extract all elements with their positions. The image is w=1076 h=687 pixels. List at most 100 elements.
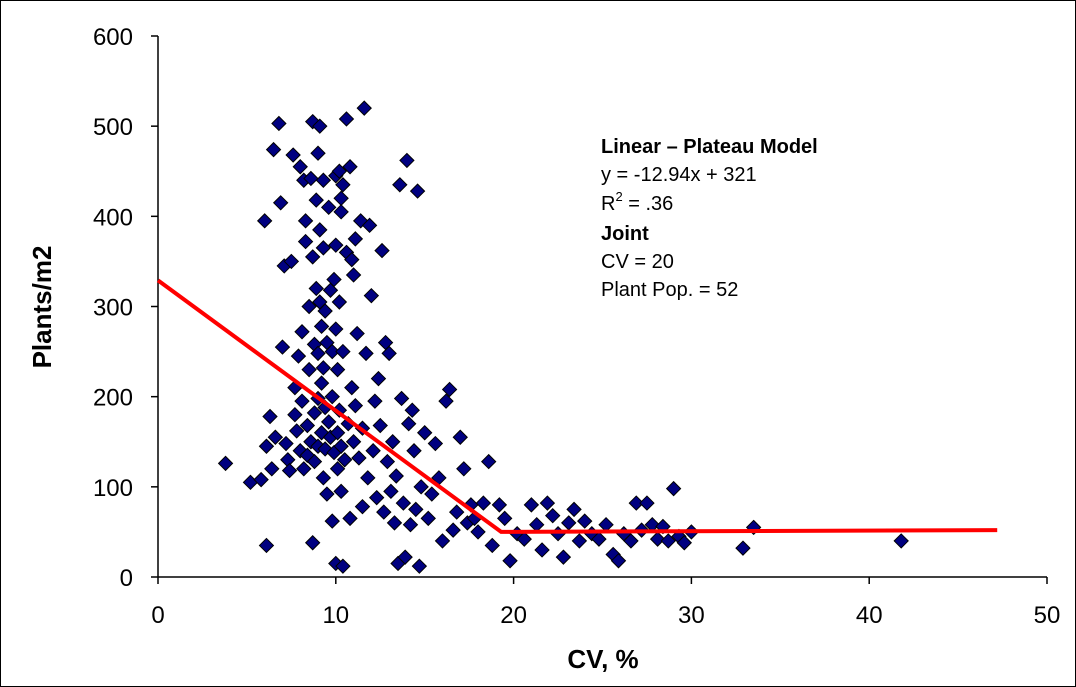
x-tick-label-5: 50: [1034, 602, 1061, 629]
data-point-81: [331, 294, 348, 310]
data-point-11: [272, 195, 289, 211]
data-point-130: [397, 549, 413, 565]
data-point-4: [258, 438, 275, 454]
data-point-167: [539, 495, 556, 511]
data-point-53: [313, 375, 330, 391]
y-tick-label-1: 100: [93, 475, 133, 502]
data-point-159: [491, 497, 508, 513]
data-point-59: [317, 303, 333, 319]
data-point-45: [310, 145, 326, 161]
data-point-14: [278, 435, 294, 452]
data-point-179: [610, 553, 627, 569]
data-point-58: [315, 470, 332, 486]
data-point-38: [304, 249, 321, 265]
data-point-164: [523, 497, 540, 513]
data-point-63: [319, 486, 335, 502]
data-point-0: [217, 455, 234, 472]
x-tick-label-1: 10: [322, 602, 349, 629]
y-tick-label-0: 0: [120, 565, 133, 592]
data-point-84: [333, 204, 349, 220]
data-point-41: [306, 405, 323, 421]
data-point-39: [304, 535, 321, 551]
x-tick-label-0: 0: [151, 602, 164, 629]
data-point-141: [420, 510, 436, 527]
data-point-20: [287, 406, 303, 423]
data-point-26: [294, 324, 310, 340]
data-point-109: [360, 470, 376, 486]
data-point-134: [404, 402, 420, 418]
data-point-171: [561, 515, 577, 531]
y-tick-label-4: 400: [93, 204, 133, 231]
data-point-70: [324, 513, 340, 529]
data-point-128: [393, 390, 410, 407]
data-point-117: [374, 242, 390, 259]
data-point-133: [402, 516, 419, 533]
linear-plateau-fit-line: [156, 278, 998, 534]
data-point-173: [571, 533, 588, 549]
data-point-151: [456, 461, 472, 477]
data-point-147: [441, 381, 458, 398]
data-point-166: [534, 542, 550, 558]
data-point-43: [308, 280, 324, 297]
data-point-131: [399, 152, 415, 169]
data-point-123: [384, 434, 401, 450]
data-point-155: [470, 524, 486, 540]
y-tick-label-6: 600: [93, 24, 133, 51]
data-point-132: [400, 416, 417, 432]
data-point-156: [475, 495, 492, 511]
data-point-77: [329, 361, 346, 378]
data-point-138: [411, 558, 428, 574]
data-point-114: [368, 489, 385, 506]
data-point-79: [329, 461, 346, 477]
data-point-149: [448, 504, 465, 520]
data-point-108: [358, 345, 374, 362]
tick-marks: [151, 35, 1048, 584]
data-point-121: [381, 345, 397, 362]
data-point-29: [297, 213, 314, 229]
annotation-joint-heading: Joint: [601, 223, 649, 245]
data-point-176: [591, 531, 607, 547]
y-tick-label-5: 500: [93, 114, 133, 141]
data-point-142: [424, 486, 440, 502]
data-point-22: [290, 348, 307, 364]
data-point-52: [313, 318, 330, 335]
data-point-95: [342, 510, 358, 527]
data-point-106: [354, 498, 371, 515]
data-point-50: [312, 222, 328, 238]
data-point-146: [438, 393, 454, 409]
data-point-127: [392, 177, 408, 193]
y-axis-title: Plants/m2: [27, 246, 57, 369]
data-point-113: [367, 393, 383, 409]
y-tick-label-3: 300: [93, 295, 133, 322]
data-point-78: [329, 425, 346, 441]
data-point-5: [258, 537, 275, 554]
data-point-56: [315, 240, 332, 256]
r2-value: = .36: [623, 193, 674, 215]
data-point-46: [310, 345, 326, 362]
data-point-189: [665, 480, 682, 497]
data-point-140: [416, 425, 433, 441]
x-axis-title: CV, %: [567, 644, 638, 674]
data-point-195: [893, 533, 909, 549]
data-point-65: [320, 414, 337, 430]
x-tick-label-4: 40: [856, 602, 883, 629]
data-point-33: [301, 298, 317, 315]
data-point-116: [372, 417, 388, 434]
data-point-3: [256, 213, 273, 229]
data-point-150: [452, 429, 468, 445]
r2-prefix: R: [601, 193, 615, 215]
data-point-129: [395, 495, 412, 511]
data-point-6: [262, 408, 278, 425]
data-point-31: [299, 417, 316, 434]
x-tick-label-2: 20: [500, 602, 527, 629]
data-point-2: [253, 471, 269, 488]
data-point-85: [333, 438, 349, 454]
data-point-182: [628, 495, 644, 511]
data-point-125: [388, 468, 404, 484]
data-point-94: [342, 159, 358, 175]
data-point-137: [409, 183, 426, 199]
data-point-160: [497, 510, 513, 527]
data-point-75: [328, 321, 344, 337]
